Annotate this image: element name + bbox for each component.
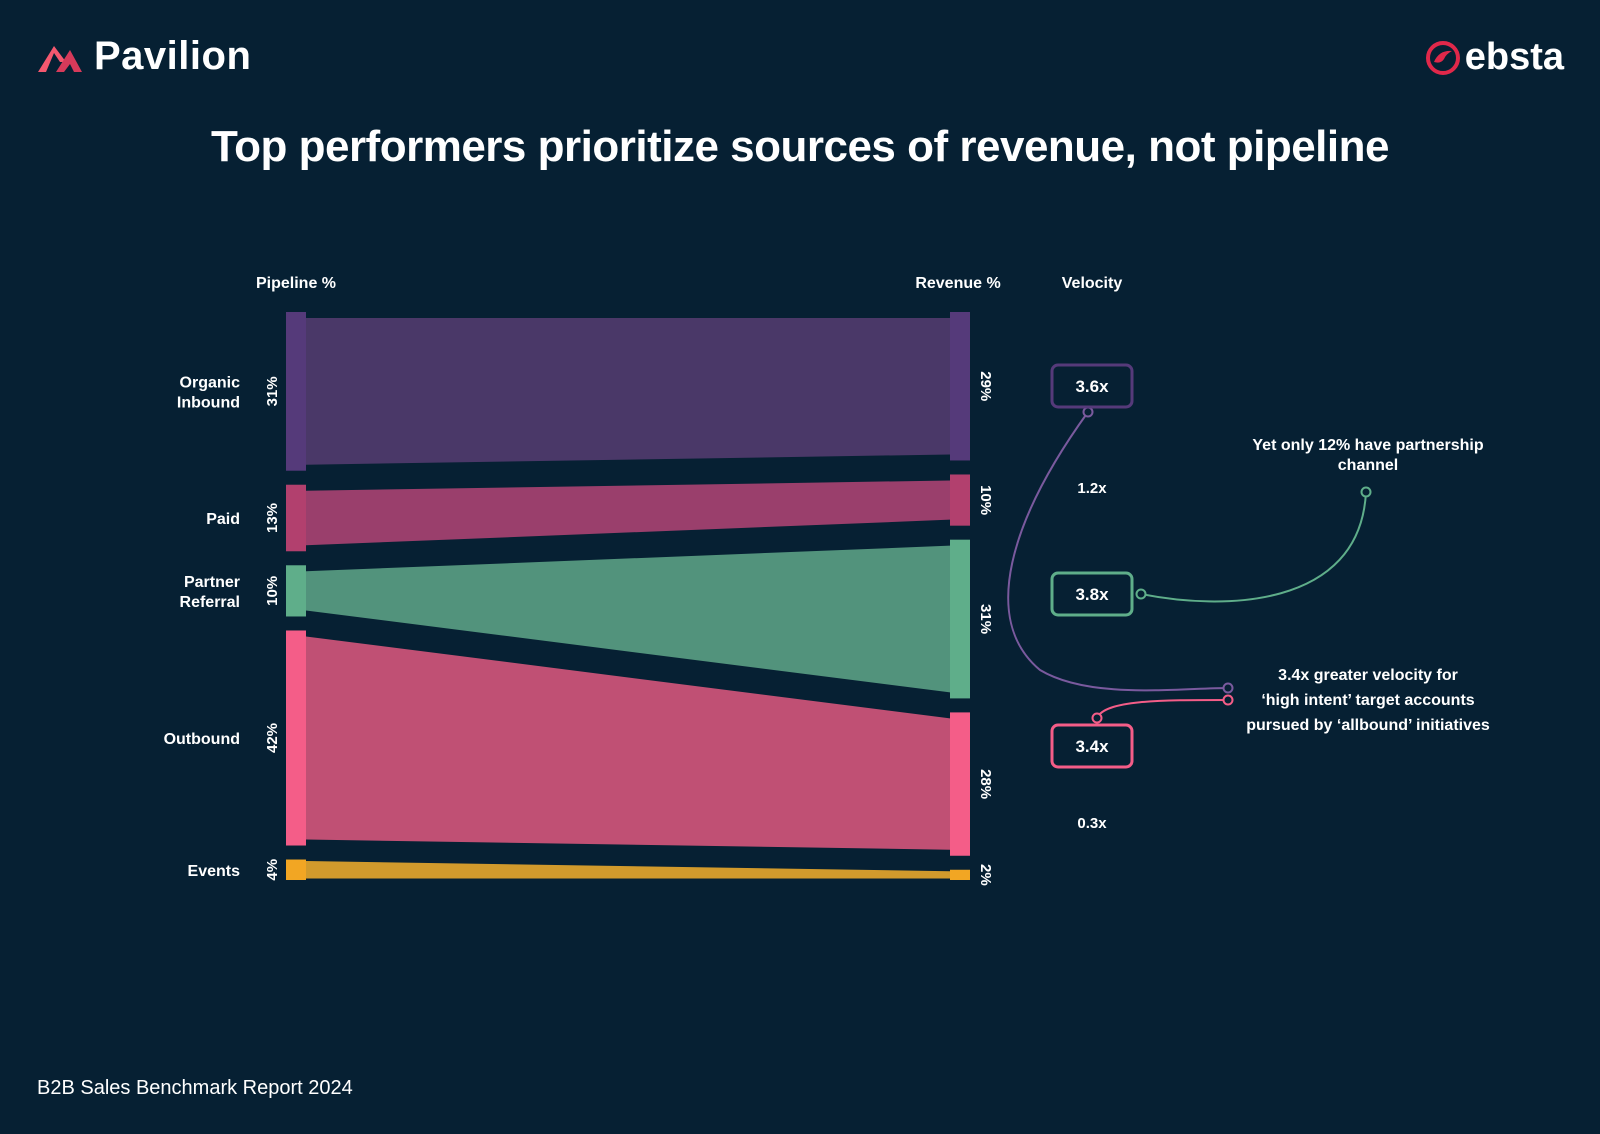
velocity-header: Velocity [1062,275,1123,292]
velocity-box-organic-inbound [1050,363,1134,409]
category-label: Partner [184,574,240,591]
connector-partner [1140,491,1367,603]
pipeline-header: Pipeline % [256,275,336,292]
pipeline-bar-outbound [286,630,306,846]
velocity-value: 3.8x [1075,585,1109,604]
revenue-pct-label: 28% [977,769,994,799]
pavilion-mark-icon [38,45,82,72]
connector-dot [1360,486,1372,498]
annotation-allbound: ‘high intent’ target accounts [1261,692,1474,709]
annotation-partnership: channel [1338,457,1398,474]
pipeline-bar-organic-inbound [286,312,306,471]
category-label: Paid [206,511,240,528]
revenue-bar-partner-referral [950,539,970,699]
flow-partner-referral [306,545,950,693]
annotation-connectors [1007,406,1372,724]
pipeline-bar-partner-referral [286,565,306,617]
flow-bands [306,318,950,879]
velocity-value: 0.3x [1077,815,1107,832]
node-bars [286,312,970,880]
connector-dot [1082,406,1094,418]
pipeline-pct-label: 10% [264,576,281,606]
connector-dot [1135,588,1147,600]
revenue-bar-outbound [950,712,970,856]
chart-title: Top performers prioritize sources of rev… [211,122,1389,171]
pavilion-logo: Pavilion [36,34,251,79]
report-footer: B2B Sales Benchmark Report 2024 [37,1077,353,1099]
revenue-pct-label: 29% [977,371,994,401]
revenue-bar-events [950,869,970,880]
ebsta-logo: ebsta [1425,36,1564,79]
connector-dot [1091,712,1103,724]
revenue-pct-label: 2% [977,864,994,886]
pipeline-pct-label: 42% [264,723,281,753]
chart-labels: Organic Inbound 31% 29% 3.6x Paid 13% 10% 1.2x Pa… [164,275,1490,886]
revenue-pct-label: 10% [977,485,994,515]
pipeline-pct-label: 4% [264,859,281,881]
connector-dot [1222,682,1234,694]
category-label: Referral [180,594,240,611]
flow-paid [306,480,950,546]
annotation-allbound: 3.4x greater velocity for [1278,667,1458,684]
velocity-value: 1.2x [1077,480,1107,497]
annotation-partnership: Yet only 12% have partnership [1252,437,1483,454]
category-label: Organic [180,374,241,391]
category-label: Events [188,863,241,880]
pipeline-bar-events [286,859,306,880]
pavilion-wordmark: Pavilion [94,34,252,78]
connector-organic [1007,411,1229,692]
connector-outbound [1096,699,1229,719]
revenue-bar-organic-inbound [950,312,970,461]
ebsta-wordmark: ebsta [1464,36,1564,78]
flow-outbound [306,636,950,850]
pipeline-bar-paid [286,484,306,552]
annotation-allbound: pursued by ‘allbound’ initiatives [1246,717,1490,734]
velocity-value: 3.6x [1075,377,1109,396]
velocity-box-partner-referral [1050,571,1134,617]
flow-organic-inbound [306,318,950,465]
flow-events [306,861,950,879]
pipeline-pct-label: 13% [264,503,281,533]
category-label: Inbound [177,394,240,411]
velocity-value: 3.4x [1075,737,1109,756]
revenue-pct-label: 31% [977,604,994,634]
velocity-box-outbound [1050,723,1134,769]
pipeline-pct-label: 31% [264,376,281,406]
revenue-bar-paid [950,474,970,526]
connector-dot [1222,694,1234,706]
revenue-header: Revenue % [915,275,1000,292]
category-label: Outbound [164,731,240,748]
ebsta-mark-icon [1425,40,1460,75]
